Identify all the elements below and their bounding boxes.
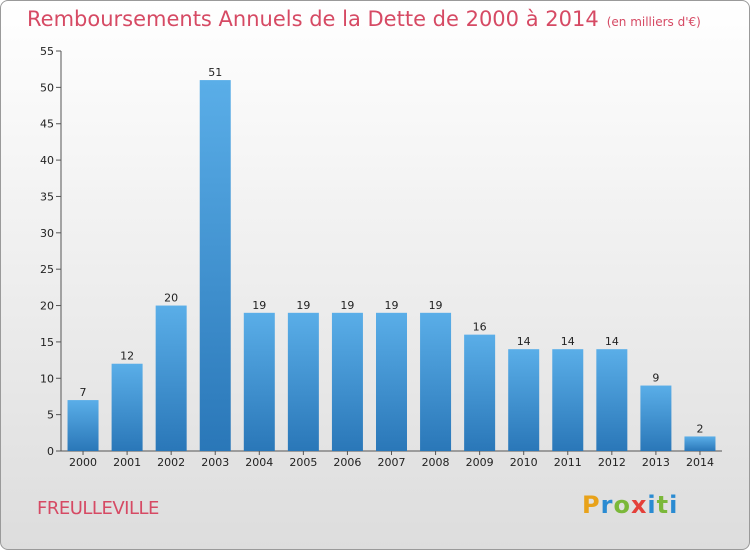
x-tick-label: 2014 <box>686 456 714 469</box>
bar <box>199 80 231 451</box>
bar-value-label: 16 <box>473 321 487 334</box>
bar-value-label: 51 <box>208 66 222 79</box>
bar-value-label: 12 <box>120 350 134 363</box>
y-tick-label: 10 <box>40 372 54 385</box>
bar <box>243 312 275 451</box>
x-axis: 2000 2001 2002 2003 2004 2005 2006 2007 2008 2009… <box>61 450 722 469</box>
chart-title-text: Remboursements Annuels de la Dette de 20… <box>27 7 599 31</box>
x-tick-label: 2009 <box>466 456 494 469</box>
y-tick-label: 35 <box>40 190 54 203</box>
y-tick-label: 40 <box>40 154 54 167</box>
y-tick-label: 30 <box>40 227 54 240</box>
y-tick-label: 55 <box>40 45 54 58</box>
y-axis: 0 5 10 15 20 25 30 35 40 45 50 55 <box>40 45 62 458</box>
bar <box>640 385 672 451</box>
x-tick-label: 2011 <box>554 456 582 469</box>
bar <box>684 436 716 451</box>
y-tick-label: 25 <box>40 263 54 276</box>
bar <box>596 349 628 451</box>
bar <box>331 312 363 451</box>
bar <box>464 334 496 451</box>
bar <box>376 312 407 451</box>
bar <box>420 312 452 451</box>
bar <box>111 363 143 451</box>
bar <box>287 312 319 451</box>
bar-value-label: 19 <box>385 299 399 312</box>
x-tick-label: 2004 <box>245 456 273 469</box>
y-tick-label: 15 <box>40 336 54 349</box>
x-tick-label: 2000 <box>69 456 97 469</box>
bar-value-label: 14 <box>605 335 619 348</box>
x-tick-label: 2008 <box>422 456 450 469</box>
y-tick-label: 0 <box>47 445 54 458</box>
y-tick-label: 5 <box>47 409 54 422</box>
proxiti-logo: Proxiti <box>582 491 679 519</box>
bar-value-label: 20 <box>164 292 178 305</box>
bar-value-label: 14 <box>517 335 531 348</box>
x-tick-label: 2007 <box>378 456 406 469</box>
y-tick-label: 45 <box>40 118 54 131</box>
x-tick-label: 2013 <box>642 456 670 469</box>
x-tick-label: 2001 <box>113 456 141 469</box>
bar-value-label: 19 <box>252 299 266 312</box>
bar <box>67 400 99 451</box>
bar <box>155 305 187 451</box>
chart-subtitle: (en milliers d'€) <box>606 15 701 29</box>
chart-title: Remboursements Annuels de la Dette de 20… <box>27 7 701 31</box>
bar-value-label: 14 <box>561 335 575 348</box>
bar-value-label: 19 <box>340 299 354 312</box>
x-tick-label: 2012 <box>598 456 626 469</box>
bar-value-label: 19 <box>429 299 443 312</box>
y-tick-label: 50 <box>40 81 54 94</box>
commune-name: FREULLEVILLE <box>37 498 159 519</box>
bar-value-label: 19 <box>296 299 310 312</box>
bar-value-label: 2 <box>696 422 703 435</box>
bar-value-label: 9 <box>652 372 659 385</box>
bar-value-label: 7 <box>80 386 87 399</box>
x-tick-label: 2003 <box>201 456 229 469</box>
y-tick-label: 20 <box>40 300 54 313</box>
x-tick-label: 2005 <box>289 456 317 469</box>
x-tick-label: 2006 <box>333 456 361 469</box>
x-tick-label: 2002 <box>157 456 185 469</box>
x-tick-label: 2010 <box>510 456 538 469</box>
bar <box>508 349 540 451</box>
bar <box>552 349 584 451</box>
bars: 7 12 20 51 19 19 19 19 19 16 14 14 14 9 2 <box>67 66 716 451</box>
